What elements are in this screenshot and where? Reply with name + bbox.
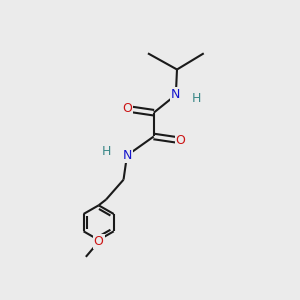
Text: O: O [94, 235, 103, 248]
Text: N: N [171, 88, 181, 101]
Text: N: N [122, 149, 132, 162]
Text: O: O [122, 102, 132, 115]
Text: H: H [101, 145, 111, 158]
Text: O: O [176, 134, 185, 147]
Text: H: H [192, 92, 202, 105]
